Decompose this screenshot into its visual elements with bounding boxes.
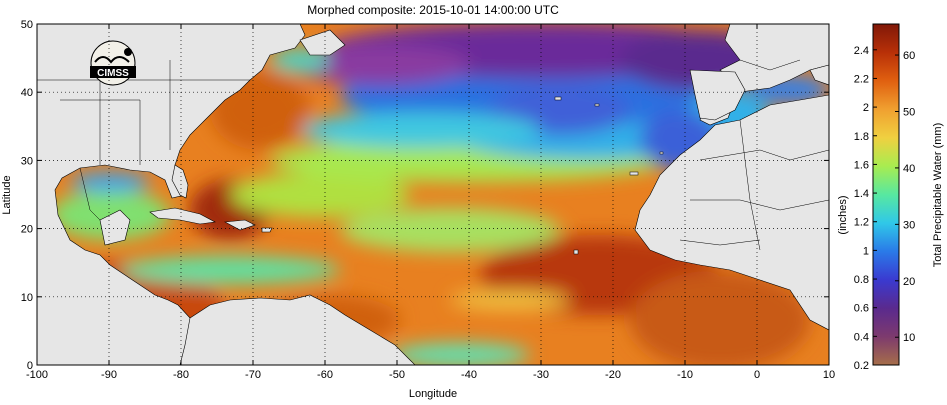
land-south-america <box>179 294 416 365</box>
land-florida <box>171 164 189 199</box>
cb-mm-label: 40 <box>903 163 915 175</box>
y-tick-label: 10 <box>21 292 33 304</box>
y-axis-ticks: 0 10 20 30 40 50 <box>21 19 829 372</box>
cb-inch-label: 1 <box>863 245 869 257</box>
colorbar-label-inches: (inches) <box>837 195 849 234</box>
cb-mm-label: 60 <box>903 50 915 62</box>
x-tick-label: -90 <box>101 369 117 381</box>
x-tick-label: -20 <box>605 369 621 381</box>
logo-text: CIMSS <box>97 68 129 79</box>
land-puerto-rico <box>261 227 273 233</box>
cimss-logo: CIMSS <box>90 40 136 86</box>
cb-inch-label: 0.6 <box>854 303 869 315</box>
political-borders <box>37 59 829 251</box>
island-azores <box>554 96 562 101</box>
logo-sun-icon <box>124 48 132 56</box>
cb-inch-label: 2.2 <box>854 73 869 85</box>
x-tick-label: -50 <box>389 369 405 381</box>
cb-mm-label: 10 <box>903 332 915 344</box>
x-axis-label: Longitude <box>409 388 457 400</box>
island-cape-verde <box>573 249 579 255</box>
cb-inch-label: 1.6 <box>854 159 869 171</box>
x-axis-ticks: -100 -90 -80 -70 -60 -50 -40 -30 -20 -10 0 10 <box>26 24 835 381</box>
lat-lon-grid <box>37 24 829 365</box>
atlantic-islands <box>554 96 664 255</box>
x-tick-label: -10 <box>677 369 693 381</box>
land-cuba <box>149 207 216 225</box>
plot-frame <box>36 23 830 366</box>
cb-inch-label: 0.4 <box>854 331 869 343</box>
y-tick-label: 30 <box>21 155 33 167</box>
y-axis-label: Latitude <box>1 175 13 214</box>
x-tick-label: -80 <box>173 369 189 381</box>
y-tick-label: 20 <box>21 224 33 236</box>
map-title: Morphed composite: 2015-10-01 14:00:00 U… <box>307 3 559 17</box>
cb-inch-label: 2.4 <box>854 45 869 57</box>
land-hispaniola <box>223 219 256 231</box>
land-iberia <box>689 69 746 121</box>
cb-inch-label: 1.2 <box>854 217 869 229</box>
cb-mm-label: 50 <box>903 106 915 118</box>
x-tick-label: -60 <box>317 369 333 381</box>
x-tick-label: -100 <box>26 369 48 381</box>
cb-inch-label: 1.8 <box>854 131 869 143</box>
cb-inch-label: 1.4 <box>854 188 869 200</box>
colorbar-ticks: 0.2 0.4 0.6 0.8 1 1.2 1.4 1.6 1.8 2 2.2 2.4 10 20 30 40… <box>854 45 916 372</box>
land-north-america <box>37 24 306 365</box>
cb-inch-label: 2 <box>863 102 869 114</box>
x-tick-label: -40 <box>461 369 477 381</box>
x-tick-label: -70 <box>245 369 261 381</box>
y-tick-label: 0 <box>27 360 33 372</box>
land-masses <box>37 24 829 365</box>
land-italy <box>809 64 829 86</box>
island-canaries <box>629 171 639 176</box>
cb-inch-label: 0.8 <box>854 274 869 286</box>
land-yucatan <box>99 209 131 246</box>
x-tick-label: 0 <box>754 369 760 381</box>
land-africa <box>634 94 829 331</box>
x-tick-label: 10 <box>823 369 835 381</box>
cb-mm-label: 30 <box>903 219 915 231</box>
x-tick-label: -30 <box>533 369 549 381</box>
colorbar <box>872 23 900 366</box>
land-newfoundland <box>299 29 346 56</box>
cb-inch-label: 0.2 <box>854 360 869 372</box>
cb-mm-label: 20 <box>903 276 915 288</box>
y-tick-label: 50 <box>21 19 33 31</box>
y-tick-label: 40 <box>21 87 33 99</box>
colorbar-label-mm: Total Precipitable Water (mm) <box>932 123 944 267</box>
